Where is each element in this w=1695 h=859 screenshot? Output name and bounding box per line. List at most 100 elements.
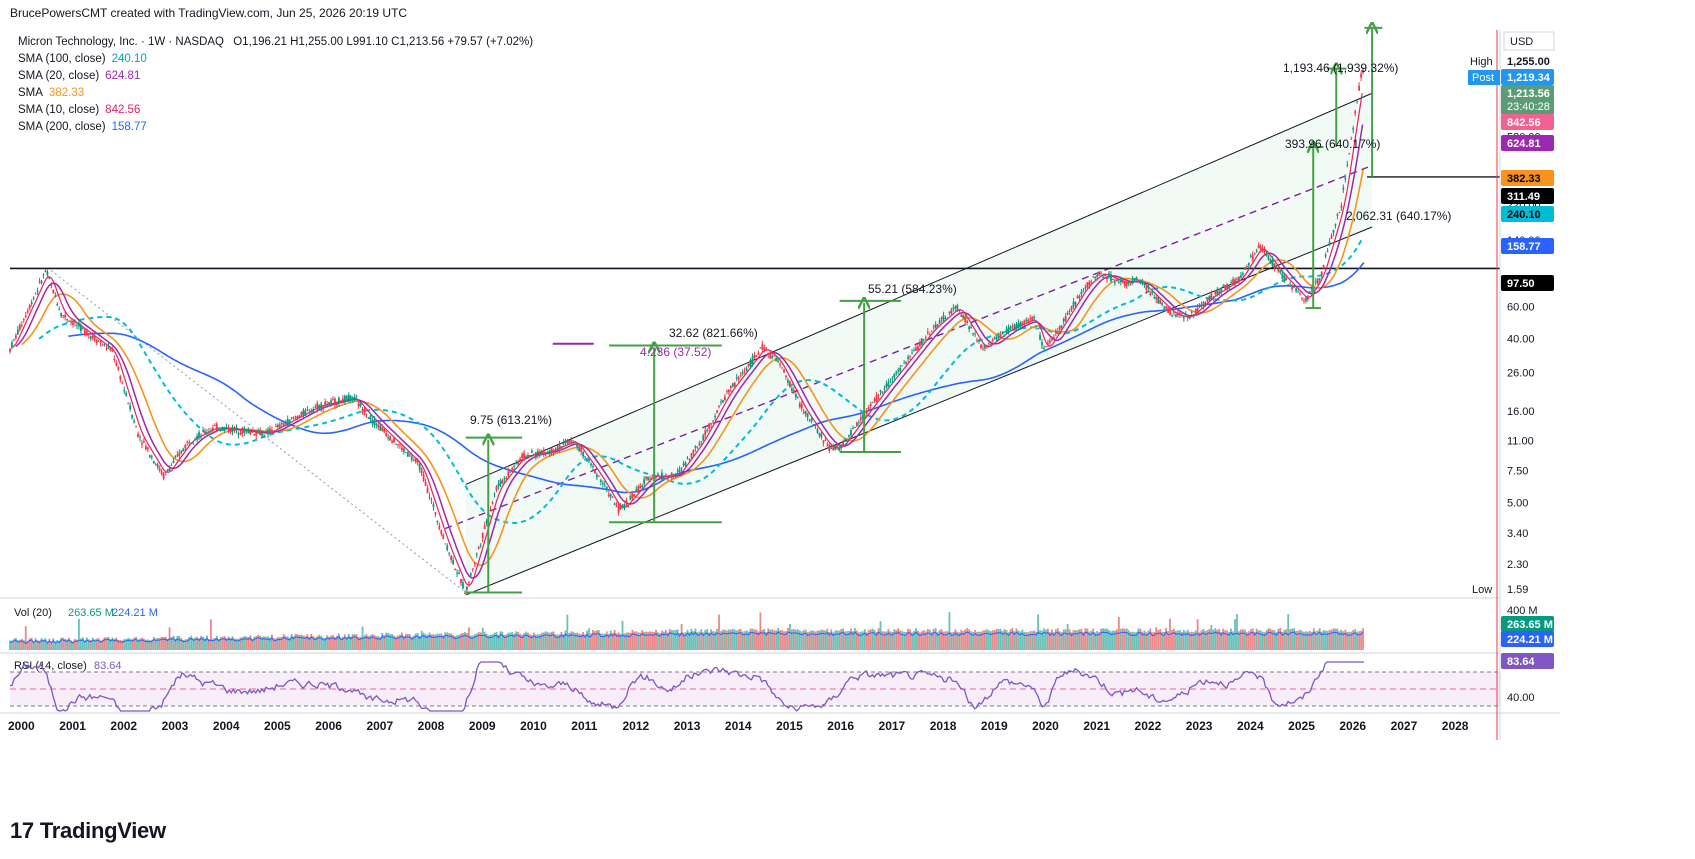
candle-body [32,297,35,299]
volume-bar [930,631,933,650]
candle-body [36,290,39,292]
volume-bar [674,629,677,650]
volume-bar [284,636,287,650]
volume-bar [954,629,957,650]
year-tick-label: 2028 [1442,719,1469,733]
volume-bar [58,640,61,650]
volume-bar [1220,632,1223,650]
volume-bar [542,632,545,650]
candle-body [997,335,1000,338]
volume-bar [1243,629,1246,650]
candle-body [103,343,106,345]
volume-bar [733,629,736,650]
candle-body [273,431,275,433]
candle-body [1348,153,1351,155]
candle-body [1141,282,1144,285]
volume-bar [566,614,569,650]
candle-body [942,315,945,322]
volume-bar [109,639,112,650]
candle-body [1121,279,1124,283]
volume-bar [1358,631,1361,650]
volume-bar [605,631,608,650]
volume-bar [987,630,990,650]
candle-body [180,450,183,453]
candle-body [1314,281,1317,283]
candle-body [678,469,681,473]
candle-body [442,534,445,539]
volume-bar [643,631,646,650]
legend-item-label: SMA (10, close) [18,104,100,116]
candle-body [426,487,429,494]
candle-body [1198,305,1201,308]
volume-bar [367,636,370,650]
volume-bar [1210,625,1213,650]
volume-bar [154,638,157,650]
candle-body [601,483,604,484]
sma-10-line [12,93,1363,587]
volume-bar [885,631,888,650]
legend-item[interactable]: SMA (10, close) 842.56 [18,102,533,119]
candle-body [464,593,466,594]
candle-body [1334,224,1337,226]
candle-body [1267,255,1270,260]
volume-bar [306,634,309,650]
price-chart[interactable]: 1,193.46 (1,939.32%) 393.96 (640.17%) 2,06… [0,0,1695,800]
candle-body [48,278,51,280]
tradingview-logo[interactable]: 17 TradingView [10,818,166,844]
volume-bar [1039,630,1041,650]
candle-body [716,410,718,413]
candle-body [503,478,506,480]
volume-bar [402,635,405,650]
candle-body [838,448,841,451]
legend-item[interactable]: SMA (200, close) 158.77 [18,119,533,136]
volume-bar [538,634,541,650]
volume-bar [1192,631,1195,650]
candle-body [202,430,204,432]
candle-body [54,295,57,297]
volume-bar [1352,629,1355,650]
legend-item[interactable]: SMA (100, close) 240.10 [18,51,533,68]
volume-bar [1190,631,1193,650]
volume-bar [568,632,571,650]
candle-body [276,424,279,428]
volume-bar [515,631,518,650]
volume-bar [387,633,390,650]
candle-body [804,411,807,415]
volume-bar [211,638,214,650]
year-tick-label: 2025 [1288,719,1315,733]
volume-bar [133,637,135,650]
candle-body [294,416,297,418]
volume-bar [131,639,134,650]
volume-bar [962,630,965,650]
volume-bar [511,632,514,650]
volume-bar [9,640,11,650]
volume-bar [164,636,167,650]
volume-bar [1119,628,1122,650]
volume-bar [1312,628,1315,650]
candle-body [834,445,837,450]
volume-bar [1133,632,1136,650]
legend-item[interactable]: SMA (20, close) 624.81 [18,68,533,85]
volume-bar [527,632,529,650]
candle-body [818,433,821,436]
candle-body [1297,291,1299,293]
candle-body [424,481,427,486]
volume-bar [40,638,43,650]
legend-item[interactable]: SMA 382.33 [18,85,533,102]
volume-bar [143,638,145,650]
candle-body [680,467,683,469]
volume-bar [1086,628,1089,650]
candle-body [1362,70,1364,73]
volume-bar [536,634,539,650]
candle-body [877,395,880,396]
candle-body [391,440,393,443]
candle-body [456,572,458,574]
year-tick-label: 2021 [1083,719,1110,733]
volume-bar [401,632,403,650]
volume-bar [820,629,823,650]
candle-body [532,453,535,455]
volume-bar [1253,631,1256,650]
candle-body [637,486,640,493]
candle-body [787,380,789,383]
candle-body [168,468,171,471]
